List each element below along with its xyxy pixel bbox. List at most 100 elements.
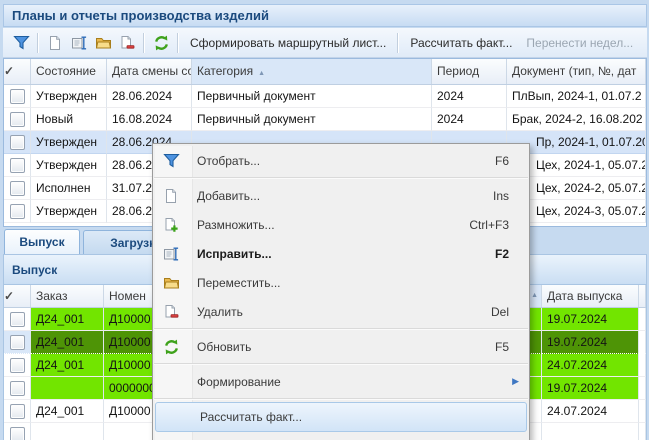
context-menu-item[interactable]: Рассчитать факт...: [155, 402, 527, 432]
context-menu-item[interactable]: Удалить Del: [153, 297, 529, 326]
extra-cell[interactable]: [639, 423, 646, 440]
date-changed-cell[interactable]: 16.08.2024: [107, 108, 192, 131]
checkbox[interactable]: [9, 157, 25, 173]
row-checkbox-cell[interactable]: [4, 331, 31, 354]
checkbox[interactable]: [9, 180, 25, 196]
checkbox[interactable]: [9, 426, 25, 440]
checkbox[interactable]: [9, 380, 25, 396]
document-cell[interactable]: Цех, 2024-2, 05.07.20: [507, 177, 646, 200]
context-menu-item[interactable]: Формирование ▶: [153, 367, 529, 396]
document-cell[interactable]: Цех, 2024-3, 05.07.20: [507, 200, 646, 223]
state-cell[interactable]: Новый: [31, 108, 107, 131]
release-date-cell[interactable]: 24.07.2024: [542, 400, 639, 423]
checkbox[interactable]: [9, 334, 25, 350]
category-cell[interactable]: Первичный документ: [192, 85, 432, 108]
menu-item-label: Добавить...: [197, 188, 261, 203]
context-menu-item[interactable]: Отобрать... F6: [153, 146, 529, 175]
document-cell[interactable]: Пр, 2024-1, 01.07.20: [507, 131, 646, 154]
document-cell[interactable]: Брак, 2024-2, 16.08.202: [507, 108, 646, 131]
add-doc-icon[interactable]: [44, 34, 66, 52]
checkbox[interactable]: [9, 357, 25, 373]
column-header[interactable]: Дата смены сост: [107, 59, 192, 84]
row-checkbox-cell[interactable]: [4, 354, 31, 377]
row-checkbox-cell[interactable]: [4, 377, 31, 400]
context-menu-item[interactable]: Исправить... F2: [153, 239, 529, 268]
release-date-cell[interactable]: [542, 423, 639, 440]
extra-cell[interactable]: [639, 354, 646, 377]
document-cell[interactable]: Цех, 2024-1, 05.07.20: [507, 154, 646, 177]
tab-vypusk[interactable]: Выпуск: [4, 229, 80, 254]
checkbox[interactable]: [9, 403, 25, 419]
context-menu-item[interactable]: Обновить F5: [153, 332, 529, 361]
table-row[interactable]: Новый 16.08.2024 Первичный документ 2024 Бра…: [4, 108, 646, 131]
release-date-cell[interactable]: 19.07.2024: [542, 377, 639, 400]
edit-doc-icon[interactable]: [68, 34, 90, 52]
state-cell[interactable]: Утвержден: [31, 200, 107, 223]
column-header[interactable]: Период: [432, 59, 507, 84]
state-cell[interactable]: Утвержден: [31, 154, 107, 177]
column-header[interactable]: ✓: [4, 59, 31, 84]
context-menu-item[interactable]: Размножить... Ctrl+F3: [153, 210, 529, 239]
category-cell[interactable]: Первичный документ: [192, 108, 432, 131]
checkbox[interactable]: [9, 111, 25, 127]
release-date-cell[interactable]: 19.07.2024: [542, 308, 639, 331]
sorted-date-cell[interactable]: [419, 423, 542, 440]
column-header[interactable]: Дата выпуска: [542, 285, 639, 307]
filter-icon[interactable]: [10, 34, 32, 52]
column-header[interactable]: Состояние: [31, 59, 107, 84]
column-header[interactable]: ✓: [4, 285, 31, 307]
row-checkbox-cell[interactable]: [4, 154, 31, 177]
extra-cell[interactable]: [639, 400, 646, 423]
column-header[interactable]: [639, 285, 646, 307]
date-changed-cell[interactable]: 28.06.2024: [107, 85, 192, 108]
checkbox[interactable]: [9, 88, 25, 104]
generate-route-sheet-button[interactable]: Сформировать маршрутный лист...: [190, 35, 387, 50]
row-checkbox-cell[interactable]: [4, 423, 31, 440]
column-header[interactable]: Категория ▲: [192, 59, 432, 84]
order-cell[interactable]: [31, 377, 104, 400]
order-cell[interactable]: Д24_001: [31, 354, 104, 377]
state-cell[interactable]: Утвержден: [31, 85, 107, 108]
delete-doc-icon[interactable]: [116, 34, 138, 52]
row-checkbox-cell[interactable]: [4, 400, 31, 423]
menu-item-label: Формирование: [197, 374, 281, 389]
period-cell[interactable]: 2024: [432, 85, 507, 108]
release-date-cell[interactable]: 24.07.2024: [542, 354, 639, 377]
row-checkbox-cell[interactable]: [4, 200, 31, 223]
state-cell[interactable]: Утвержден: [31, 131, 107, 154]
checkbox[interactable]: [9, 203, 25, 219]
column-header-label: Заказ: [36, 289, 68, 303]
row-checkbox-cell[interactable]: [4, 177, 31, 200]
table-row[interactable]: [4, 423, 646, 440]
order-cell[interactable]: Д24_001: [31, 331, 104, 354]
document-cell[interactable]: ПлВып, 2024-1, 01.07.2: [507, 85, 646, 108]
move-folder-icon[interactable]: [92, 34, 114, 52]
extra-cell[interactable]: [639, 308, 646, 331]
context-menu-item[interactable]: Переместить...: [153, 268, 529, 297]
context-menu-item[interactable]: Добавить... Ins: [153, 181, 529, 210]
state-cell[interactable]: Исполнен: [31, 177, 107, 200]
menu-item-label: Отобрать...: [197, 153, 261, 168]
order-cell[interactable]: [31, 423, 104, 440]
period-cell[interactable]: 2024: [432, 108, 507, 131]
toolbar-icon-group: [9, 32, 183, 53]
row-checkbox-cell[interactable]: [4, 308, 31, 331]
menu-item-label: Переместить...: [197, 275, 281, 290]
release-date-cell[interactable]: 19.07.2024: [542, 331, 639, 354]
row-checkbox-cell[interactable]: [4, 131, 31, 154]
row-checkbox-cell[interactable]: [4, 85, 31, 108]
order-cell[interactable]: Д24_001: [31, 400, 104, 423]
column-header[interactable]: Заказ: [31, 285, 104, 307]
order-cell[interactable]: Д24_001: [31, 308, 104, 331]
column-header-label: Дата смены сост: [112, 64, 191, 78]
extra-cell[interactable]: [639, 377, 646, 400]
calculate-fact-button[interactable]: Рассчитать факт...: [410, 35, 513, 50]
extra-cell[interactable]: [639, 331, 646, 354]
check-icon: ✓: [4, 289, 15, 303]
column-header[interactable]: Документ (тип, №, дат: [507, 59, 646, 84]
row-checkbox-cell[interactable]: [4, 108, 31, 131]
checkbox[interactable]: [9, 311, 25, 327]
checkbox[interactable]: [9, 134, 25, 150]
refresh-icon[interactable]: [150, 34, 172, 52]
table-row[interactable]: Утвержден 28.06.2024 Первичный документ 202…: [4, 85, 646, 108]
